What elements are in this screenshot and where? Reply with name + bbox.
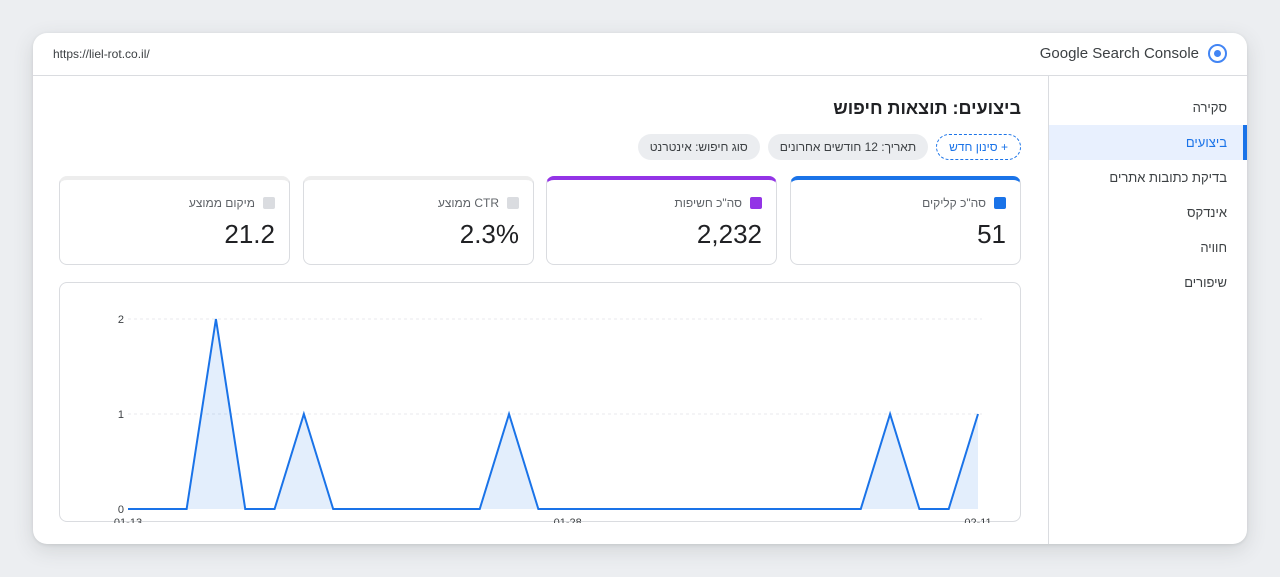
data-point [244, 508, 246, 510]
data-point [918, 508, 920, 510]
data-point [977, 413, 979, 415]
sidebar-item-index[interactable]: אינדקס [1187, 205, 1227, 220]
data-point [625, 508, 627, 510]
metric-value: 51 [977, 219, 1006, 249]
checkbox-icon [507, 197, 519, 209]
add-filter-button[interactable]: + סינון חדש [936, 134, 1021, 160]
data-point [567, 508, 569, 510]
sidebar: סקירה ביצועים בדיקת כתובות אתרים אינדקס … [1048, 76, 1247, 544]
data-point [948, 508, 950, 510]
data-point [391, 508, 393, 510]
metric-label-text: סה"כ קליקים [922, 196, 986, 210]
data-point [361, 508, 363, 510]
x-tick-label: 01-28 [554, 517, 582, 523]
date-chip[interactable]: תאריך: 12 חודשים אחרונים [767, 134, 929, 160]
sidebar-item-url-inspection[interactable]: בדיקת כתובות אתרים [1109, 170, 1227, 185]
performance-chart: 0 1 2 01-13 01-28 02-11 [59, 282, 1021, 523]
chart-svg: 0 1 2 01-13 01-28 02-11 [114, 314, 992, 523]
sidebar-item-enhancements[interactable]: שיפורים [1184, 275, 1227, 290]
sidebar-item-experience[interactable]: חוויה [1200, 240, 1227, 255]
data-point [713, 508, 715, 510]
data-point [508, 413, 510, 415]
metric-label-text: מיקום ממוצע [188, 196, 255, 210]
sidebar-item-performance[interactable]: ביצועים [1049, 125, 1247, 160]
x-tick-label: 01-13 [114, 517, 142, 523]
data-point [889, 413, 891, 415]
data-point [186, 508, 188, 510]
metric-label: מיקום ממוצע [189, 196, 275, 210]
data-point [655, 508, 657, 510]
data-point [420, 508, 422, 510]
series-line [128, 318, 979, 510]
y-tick-label: 1 [118, 409, 124, 421]
data-point [156, 508, 158, 510]
data-point [743, 508, 745, 510]
checkbox-icon [263, 197, 275, 209]
data-point [127, 508, 129, 510]
metric-label: CTR ממוצע [438, 196, 519, 210]
property-url[interactable]: https://liel-rot.co.il/ [53, 47, 150, 61]
metric-cards: סה"כ קליקים 51 סה"כ חשיפות 2,232 CTR ממו… [59, 176, 1021, 265]
metric-card-ctr[interactable]: CTR ממוצע 2.3% [303, 176, 534, 265]
data-point [449, 508, 451, 510]
data-point [596, 508, 598, 510]
data-point [274, 508, 276, 510]
brand-name: Google Search Console [1039, 45, 1199, 62]
data-point [215, 318, 217, 320]
brand: Google Search Console [1040, 44, 1227, 63]
data-point [537, 508, 539, 510]
metric-value: 21.2 [224, 219, 275, 249]
data-point [332, 508, 334, 510]
metric-value: 2.3% [459, 219, 519, 249]
top-bar: https://liel-rot.co.il/ Google Search Co… [33, 33, 1247, 76]
checkbox-icon [994, 197, 1006, 209]
data-point [830, 508, 832, 510]
main-content: ביצועים: תוצאות חיפוש סוג חיפוש: אינטרנט… [59, 76, 1021, 544]
target-icon [1208, 44, 1227, 63]
y-tick-label: 0 [118, 504, 124, 516]
metric-label: סה"כ קליקים [922, 196, 1006, 210]
metric-label-text: סה"כ חשיפות [674, 196, 742, 210]
filter-bar: סוג חיפוש: אינטרנט תאריך: 12 חודשים אחרו… [637, 134, 1021, 160]
data-point [684, 508, 686, 510]
metric-card-impressions[interactable]: סה"כ חשיפות 2,232 [546, 176, 777, 265]
sidebar-item-overview[interactable]: סקירה [1192, 100, 1227, 115]
checkbox-icon [750, 197, 762, 209]
data-point [860, 508, 862, 510]
data-point [479, 508, 481, 510]
search-type-chip[interactable]: סוג חיפוש: אינטרנט [637, 134, 760, 160]
app-window: https://liel-rot.co.il/ Google Search Co… [33, 33, 1247, 544]
x-tick-label: 02-11 [964, 517, 991, 523]
metric-label: סה"כ חשיפות [674, 196, 762, 210]
metric-value: 2,232 [696, 219, 762, 249]
data-point [772, 508, 774, 510]
metric-card-position[interactable]: מיקום ממוצע 21.2 [59, 176, 290, 265]
metric-label-text: CTR ממוצע [437, 196, 499, 210]
data-point [801, 508, 803, 510]
metric-card-clicks[interactable]: סה"כ קליקים 51 [790, 176, 1021, 265]
page-title: ביצועים: תוצאות חיפוש [833, 98, 1021, 118]
data-point [303, 413, 305, 415]
y-tick-label: 2 [118, 314, 124, 326]
